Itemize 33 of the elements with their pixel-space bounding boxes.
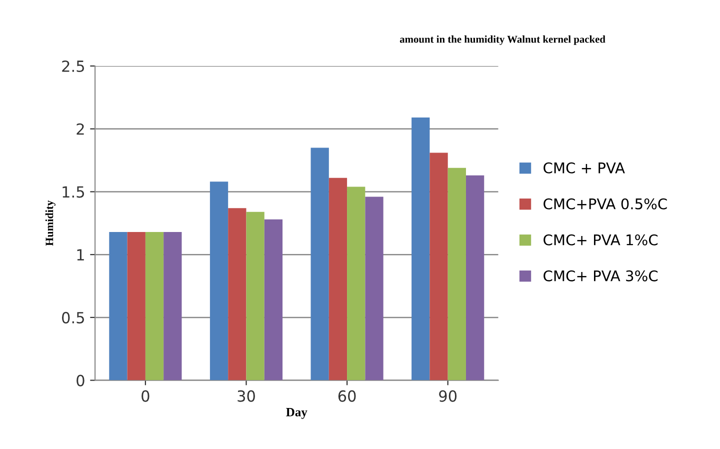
y-tick-label: 2.5 (62, 60, 84, 72)
bar (466, 175, 484, 380)
bar (210, 182, 228, 380)
bar (145, 232, 164, 380)
bar (365, 196, 384, 380)
bar (246, 212, 264, 380)
x-tick-label: 60 (338, 390, 356, 402)
x-tick-label: 30 (238, 390, 255, 402)
y-tick-label: 2 (76, 123, 84, 135)
bar (430, 152, 448, 380)
y-tick-label: 0.5 (62, 312, 84, 324)
x-tick-label: 0 (142, 390, 150, 402)
bar (310, 148, 329, 380)
bar (264, 219, 283, 380)
bar (412, 118, 430, 380)
x-axis-title: Day (286, 408, 308, 419)
legend-label: CMC + PVA (544, 162, 625, 174)
bar (448, 168, 466, 380)
bar (109, 232, 128, 380)
legend-label: CMC+ PVA 1%C (544, 234, 658, 246)
y-tick-label: 1.5 (62, 186, 84, 198)
bar (347, 186, 366, 380)
y-tick-label: 0 (76, 374, 84, 386)
x-tick-label: 90 (439, 390, 457, 402)
bar (328, 178, 348, 380)
bar (228, 208, 246, 380)
chart-title: amount in the humidity Walnut kernel packed (400, 35, 606, 45)
y-tick-label: 1 (77, 249, 84, 260)
bar (127, 232, 146, 380)
legend-label: CMC+PVA 0.5%C (544, 198, 667, 210)
legend-label: CMC+ PVA 3%C (544, 270, 658, 282)
bar (164, 232, 182, 380)
y-axis-title: Humidity (45, 200, 56, 246)
